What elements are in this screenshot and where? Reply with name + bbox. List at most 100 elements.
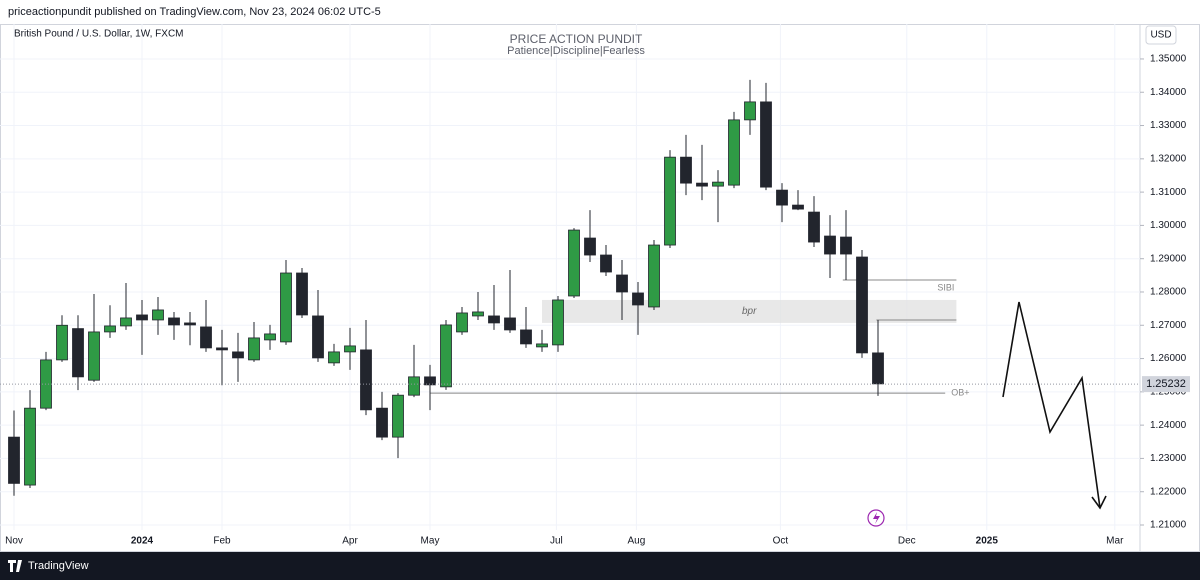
- candle-body: [840, 236, 852, 255]
- candle-body: [664, 156, 676, 246]
- candle-body: [600, 254, 612, 273]
- candle-body: [472, 311, 484, 317]
- x-tick-label: May: [421, 536, 440, 547]
- footer-bar: [0, 552, 1200, 580]
- projection-arrowhead: [1091, 495, 1107, 510]
- candle-body: [72, 328, 84, 378]
- x-tick-label: 2025: [976, 536, 999, 547]
- replay-icon[interactable]: [867, 509, 885, 527]
- projection-zigzag: [1002, 301, 1101, 509]
- x-tick-label: Jul: [550, 536, 563, 547]
- candle-body: [696, 182, 708, 187]
- candle-body: [504, 317, 516, 331]
- y-tick-label: 1.35000: [1150, 54, 1187, 65]
- candle-body: [808, 211, 820, 243]
- candle-body: [792, 204, 804, 210]
- candle-body: [88, 331, 100, 381]
- y-tick-label: 1.34000: [1150, 87, 1187, 98]
- candle-body: [648, 244, 660, 308]
- candle-body: [360, 349, 372, 411]
- x-tick-label: Feb: [213, 536, 231, 547]
- y-tick-label: 1.27000: [1150, 320, 1187, 331]
- candle-body: [408, 376, 420, 396]
- candle-body: [728, 119, 740, 186]
- level-label: OB+: [951, 388, 969, 398]
- last-price-box: [1142, 376, 1190, 393]
- candle-body: [200, 326, 212, 349]
- projection-drawing: [1002, 301, 1107, 510]
- candle-body: [856, 256, 868, 354]
- candle-body: [248, 337, 260, 361]
- candle-body: [392, 394, 404, 438]
- y-tick-label: 1.28000: [1150, 287, 1187, 298]
- candle-body: [456, 312, 468, 333]
- candle-body: [24, 407, 36, 486]
- candle-body: [712, 181, 724, 187]
- icon-bolt[interactable]: [873, 512, 880, 524]
- watermark-subtitle: Patience|Discipline|Fearless: [507, 45, 645, 57]
- candle-body: [376, 407, 388, 438]
- y-tick-label: 1.22000: [1150, 486, 1187, 497]
- candle-body: [584, 237, 596, 256]
- candle-body: [632, 292, 644, 306]
- chart-frame: [0, 24, 1200, 552]
- candle-body: [568, 229, 580, 297]
- publisher: priceactionpundit published on TradingVi…: [8, 6, 381, 18]
- candle-body: [8, 436, 20, 484]
- x-tick-label: Mar: [1106, 536, 1124, 547]
- last-price-label: 1.25232: [1146, 378, 1186, 390]
- candle-body: [152, 309, 164, 321]
- currency[interactable]: USD: [1150, 30, 1171, 41]
- candle-body: [104, 325, 116, 333]
- candle-body: [168, 317, 180, 326]
- candle-body: [216, 347, 228, 351]
- y-tick-label: 1.31000: [1150, 187, 1187, 198]
- candle-body: [744, 101, 756, 121]
- candle-body: [680, 156, 692, 184]
- y-tick-label: 1.24000: [1150, 420, 1187, 431]
- x-tick-label: 2024: [131, 536, 154, 547]
- y-tick-label: 1.33000: [1150, 120, 1187, 131]
- candle-body: [616, 274, 628, 293]
- candle-body: [280, 272, 292, 343]
- level-label: SIBI: [937, 282, 954, 292]
- candle-body: [872, 352, 884, 385]
- symbol: British Pound / U.S. Dollar, 1W, FXCM: [14, 29, 184, 40]
- zone-label: bpr: [742, 306, 757, 317]
- x-tick-label: Dec: [898, 536, 916, 547]
- y-tick-label: 1.21000: [1150, 520, 1187, 531]
- y-tick-label: 1.29000: [1150, 253, 1187, 264]
- candle-body: [120, 317, 132, 327]
- y-tick-label: 1.23000: [1150, 453, 1187, 464]
- candle-body: [488, 315, 500, 324]
- y-tick-label: 1.30000: [1150, 220, 1187, 231]
- y-tick-label: 1.26000: [1150, 353, 1187, 364]
- x-tick-label: Nov: [5, 536, 23, 547]
- candle-body: [232, 351, 244, 359]
- candle-body: [440, 324, 452, 388]
- zone: [542, 299, 957, 323]
- header-bar: [0, 0, 1200, 24]
- candle-body: [296, 272, 308, 316]
- candle-body: [184, 322, 196, 326]
- candle-body: [328, 351, 340, 364]
- candle-body: [520, 329, 532, 345]
- x-tick-label: Aug: [628, 536, 646, 547]
- candle-body: [552, 299, 564, 346]
- candle-body: [776, 189, 788, 206]
- x-tick-label: Oct: [773, 536, 789, 547]
- footer-logo: [8, 560, 22, 572]
- currency-box[interactable]: [1145, 25, 1177, 45]
- watermark-title: PRICE ACTION PUNDIT: [510, 32, 643, 46]
- footer-brand: TradingView: [28, 560, 89, 572]
- candle-body: [424, 376, 436, 386]
- candle-body: [536, 343, 548, 348]
- plot: 1.210001.220001.230001.240001.250001.260…: [0, 54, 1190, 547]
- candle-body: [344, 345, 356, 353]
- candle-body: [56, 324, 68, 361]
- candle-body: [312, 315, 324, 359]
- candle-body: [136, 314, 148, 321]
- candle-body: [824, 235, 836, 255]
